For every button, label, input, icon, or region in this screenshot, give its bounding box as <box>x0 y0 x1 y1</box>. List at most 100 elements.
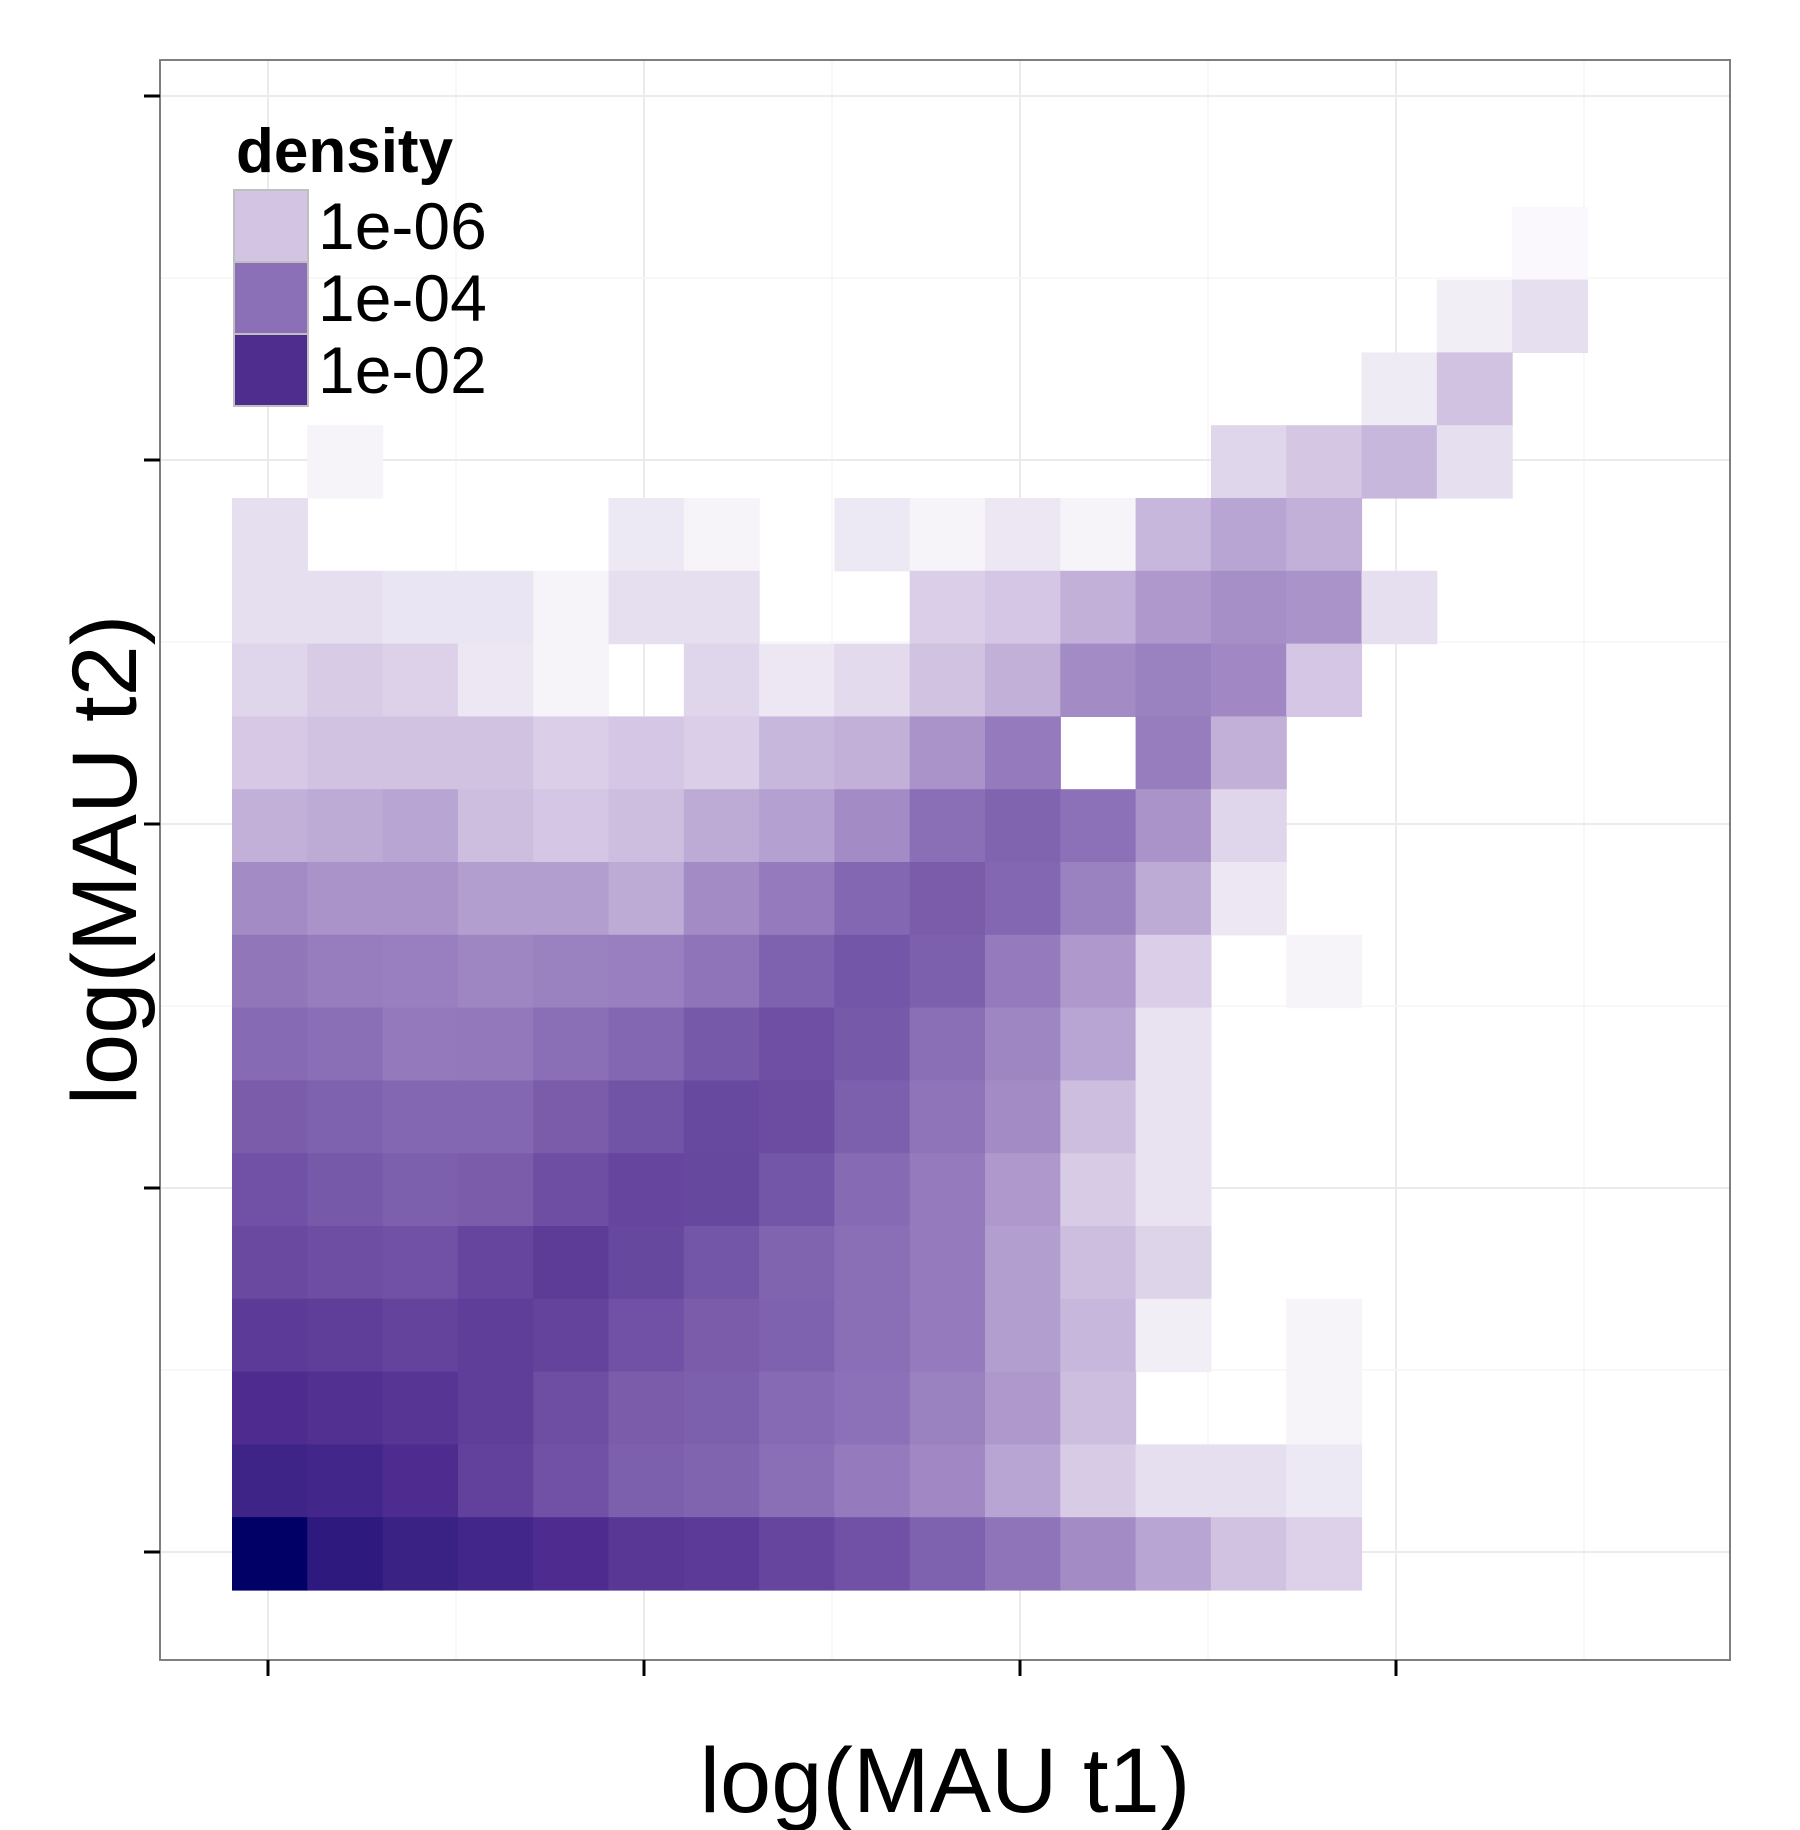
heatmap-tile <box>985 862 1061 936</box>
heatmap-tile <box>307 1080 384 1154</box>
heatmap-tile <box>608 716 685 790</box>
heatmap-tile <box>457 862 534 936</box>
heatmap-tile <box>759 1007 835 1081</box>
heatmap-tile <box>307 1226 384 1300</box>
heatmap-tile <box>608 1007 685 1081</box>
legend-key-label: 1e-04 <box>318 261 487 335</box>
heatmap-tile <box>1286 425 1363 499</box>
heatmap-tile <box>382 1153 459 1227</box>
heatmap-tile <box>759 1080 835 1154</box>
heatmap-tile <box>1286 1444 1363 1518</box>
heatmap-tile <box>1135 716 1212 790</box>
heatmap-tile <box>985 1153 1061 1227</box>
heatmap-tile <box>457 570 534 645</box>
heatmap-tile <box>834 862 911 936</box>
heatmap-tile <box>1060 1153 1137 1227</box>
heatmap-tile <box>232 1444 308 1518</box>
heatmap-tile <box>1060 498 1137 572</box>
heatmap-tile <box>909 1298 986 1373</box>
heatmap-tile <box>1135 934 1212 1009</box>
heatmap-tile <box>834 1298 911 1373</box>
heatmap-tile <box>608 498 685 572</box>
legend-key-label: 1e-02 <box>318 333 487 407</box>
heatmap-tile <box>1436 352 1513 426</box>
heatmap-tile <box>457 1298 534 1373</box>
plot-panel-border <box>159 59 1731 1661</box>
heatmap-tile <box>985 1007 1061 1081</box>
axis-ticks <box>144 94 1398 1676</box>
heatmap-tile <box>1361 425 1438 499</box>
heatmap-tile <box>382 1444 459 1518</box>
heatmap-tile <box>683 570 760 645</box>
heatmap-tile <box>909 1153 986 1227</box>
heatmap-tile <box>382 934 459 1009</box>
heatmap-tile <box>457 716 534 790</box>
heatmap-tile <box>1060 1226 1137 1300</box>
heatmap-tile <box>834 643 911 717</box>
heatmap-tile <box>834 1371 911 1445</box>
heatmap-tile <box>834 1517 911 1591</box>
heatmap-tile <box>533 1444 610 1518</box>
heatmap-tile <box>232 862 308 936</box>
heatmap-tile <box>759 1298 835 1373</box>
heatmap-tile <box>834 1444 911 1518</box>
heatmap-tile <box>1060 643 1137 717</box>
heatmap-tile <box>683 1444 760 1518</box>
heatmap-tile <box>759 1517 835 1591</box>
heatmap-tile <box>1060 1080 1137 1154</box>
heatmap-tile <box>683 643 760 717</box>
heatmap-tile <box>1512 206 1588 281</box>
heatmap-tile <box>533 1080 610 1154</box>
heatmap-tile <box>1135 1007 1212 1081</box>
heatmap-tile <box>1135 1298 1212 1373</box>
heatmap-tile <box>834 1226 911 1300</box>
heatmap-tile <box>985 498 1061 572</box>
heatmap-tile <box>307 643 384 717</box>
heatmap-tile <box>232 789 308 863</box>
heatmap-tile <box>1060 862 1137 936</box>
legend-title: density <box>236 117 454 186</box>
heatmap-tile <box>608 1080 685 1154</box>
heatmap-tile <box>232 1371 308 1445</box>
heatmap-tile <box>1135 1444 1212 1518</box>
heatmap-tile <box>985 1298 1061 1373</box>
heatmap-tile <box>457 1444 534 1518</box>
heatmap-tile <box>683 1298 760 1373</box>
heatmap-tile <box>909 643 986 717</box>
heatmap-tile <box>759 1153 835 1227</box>
heatmap-tile <box>533 1517 610 1591</box>
heatmap-tile <box>985 716 1061 790</box>
heatmap-tile <box>457 1153 534 1227</box>
heatmap-tile <box>909 789 986 863</box>
heatmap-tile <box>382 1007 459 1081</box>
heatmap-tile <box>834 498 911 572</box>
heatmap-tile <box>985 1080 1061 1154</box>
heatmap-tile <box>533 643 610 717</box>
heatmap-tile <box>1436 279 1513 353</box>
heatmap-tile <box>1286 934 1363 1009</box>
heatmap-tile <box>382 1371 459 1445</box>
heatmap-tile <box>1361 570 1438 645</box>
heatmap-tile <box>1060 1517 1137 1591</box>
heatmap-tile <box>307 862 384 936</box>
heatmap-tiles <box>232 206 1588 1591</box>
legend-key-swatch <box>233 261 309 335</box>
heatmap-tile <box>909 1517 986 1591</box>
heatmap-tile <box>683 934 760 1009</box>
heatmap-tile <box>533 1371 610 1445</box>
heatmap-tile <box>1210 789 1287 863</box>
heatmap-tile <box>457 1517 534 1591</box>
heatmap-tile <box>533 862 610 936</box>
heatmap-tile <box>1135 789 1212 863</box>
heatmap-tile <box>1210 643 1287 717</box>
heatmap-tile <box>683 1153 760 1227</box>
heatmap-tile <box>1210 498 1287 572</box>
heatmap-tile <box>608 1226 685 1300</box>
heatmap-tile <box>608 1153 685 1227</box>
heatmap-tile <box>1135 1517 1212 1591</box>
heatmap-tile <box>985 789 1061 863</box>
heatmap-tile <box>457 934 534 1009</box>
heatmap-tile <box>307 934 384 1009</box>
heatmap-tile <box>307 570 384 645</box>
